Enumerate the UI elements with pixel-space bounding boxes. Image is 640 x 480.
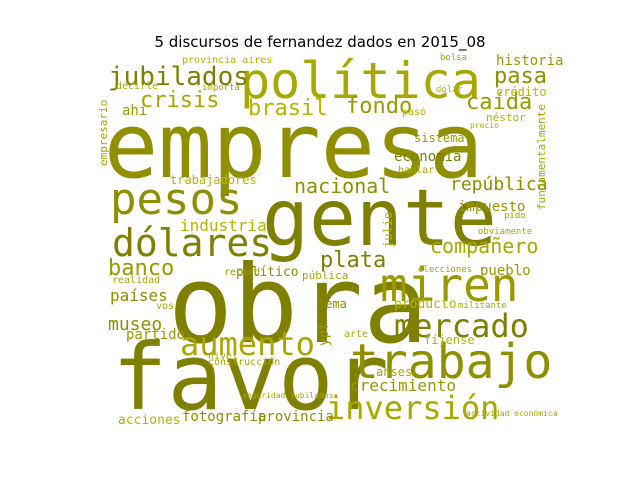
word: sistema bbox=[414, 131, 465, 145]
word: industria bbox=[180, 216, 267, 235]
word: museo bbox=[108, 314, 163, 335]
word: acciones bbox=[118, 413, 181, 428]
word: obra bbox=[168, 243, 429, 368]
word: pido bbox=[504, 211, 526, 221]
word: precio bbox=[470, 121, 499, 130]
word: compañero bbox=[430, 234, 539, 258]
word: arte bbox=[344, 329, 369, 340]
word: anses bbox=[376, 365, 413, 379]
word: trabajadores bbox=[170, 173, 257, 187]
word: empresario bbox=[97, 99, 110, 166]
word: provincia bbox=[258, 409, 334, 425]
word: hablar bbox=[398, 165, 435, 176]
word: lema bbox=[318, 297, 347, 311]
word: fundamentalmente bbox=[535, 104, 548, 210]
word: economía bbox=[394, 149, 462, 165]
word: empresa bbox=[104, 94, 484, 199]
word: república bbox=[450, 174, 548, 195]
word: político bbox=[236, 265, 299, 280]
word: miren bbox=[380, 258, 519, 312]
word: países bbox=[110, 286, 168, 305]
word: caída bbox=[466, 90, 533, 115]
word: decirle bbox=[116, 81, 159, 92]
word: fíjense bbox=[424, 333, 475, 347]
word: inversión bbox=[326, 389, 500, 427]
word: ypf bbox=[317, 322, 332, 346]
word: nacional bbox=[294, 174, 391, 198]
word: jubilados bbox=[108, 62, 249, 92]
word: impuesto bbox=[458, 199, 526, 215]
word: obviamente bbox=[478, 227, 533, 237]
word: producto bbox=[394, 297, 457, 312]
chart-title: 5 discursos de fernandez dados en 2015_0… bbox=[154, 33, 486, 51]
word: crisis bbox=[140, 88, 220, 113]
word: mercado bbox=[394, 307, 529, 345]
word: crecimiento bbox=[350, 376, 456, 395]
word: plata bbox=[320, 248, 387, 273]
word: pública bbox=[302, 269, 349, 282]
word: crédito bbox=[496, 85, 547, 99]
word: record bbox=[224, 267, 261, 278]
word: nivel bbox=[208, 351, 239, 362]
word: gente bbox=[262, 174, 497, 264]
word: pasó bbox=[402, 107, 427, 118]
word: vos bbox=[156, 301, 175, 312]
word: política bbox=[240, 52, 481, 110]
word: bolsa bbox=[440, 53, 468, 63]
word: historia bbox=[496, 53, 564, 69]
word: seguridad jubilados bbox=[242, 391, 334, 400]
word: pueblo bbox=[480, 263, 531, 279]
word: pasa bbox=[494, 64, 547, 89]
word: favor bbox=[112, 324, 389, 431]
word: realidad bbox=[112, 275, 161, 286]
word: banco bbox=[108, 256, 175, 281]
word: partido bbox=[126, 327, 186, 343]
word: importa bbox=[202, 83, 240, 93]
word: fotografía bbox=[182, 409, 267, 425]
word: brasil bbox=[248, 96, 328, 121]
word: dólares bbox=[112, 221, 273, 265]
word: fondo bbox=[346, 94, 413, 119]
word: julio bbox=[381, 211, 395, 248]
word: trabajo bbox=[350, 334, 553, 390]
word: actividad económica bbox=[466, 409, 558, 418]
word: construcción bbox=[208, 357, 281, 368]
word: elecciones bbox=[418, 265, 473, 275]
word: ahí bbox=[122, 103, 148, 119]
word: pesos bbox=[110, 174, 243, 225]
word: provincia aires bbox=[182, 55, 273, 66]
word: militante bbox=[458, 301, 507, 311]
word: néstor bbox=[486, 111, 526, 124]
word: dólar bbox=[436, 85, 464, 95]
word: aumento bbox=[180, 325, 315, 363]
